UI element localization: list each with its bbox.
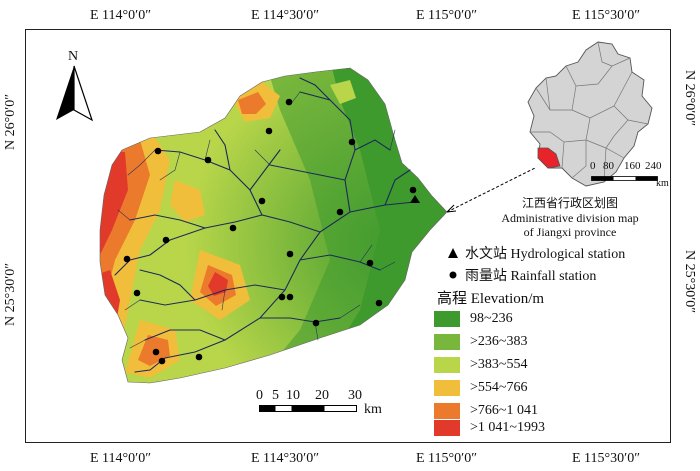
legend-hydro-station: 水文站 Hydrological station xyxy=(447,243,625,263)
inset-caption-en-2: of Jiangxi province xyxy=(523,225,617,239)
legend-class-label: >383~554 xyxy=(470,357,528,372)
legend-class-3: >383~554 xyxy=(434,357,527,373)
north-arrow-icon xyxy=(56,65,94,122)
legend-rain-label: 雨量站 Rainfall station xyxy=(465,269,597,284)
legend-class-label: >766~1 041 xyxy=(470,403,538,418)
inset-scale-unit: km xyxy=(656,178,669,189)
inset-caption-en-1: Administrative division map xyxy=(501,211,639,225)
legend-class-label: 98~236 xyxy=(470,311,513,326)
legend-swatch xyxy=(434,357,460,373)
legend-class-label: >1 041~1993 xyxy=(470,420,545,435)
legend-class-6: >1 041~1993 xyxy=(434,420,545,436)
jiangxi-inset-map xyxy=(527,41,653,187)
scale-tick-5: 5 xyxy=(272,388,279,403)
legend-class-label: >554~766 xyxy=(470,380,528,395)
top-lon-label-4: E 115°30′0″ xyxy=(572,8,641,23)
bottom-lon-label-4: E 115°30′0″ xyxy=(572,451,641,466)
legend-hydro-label: 水文站 Hydrological station xyxy=(465,247,626,262)
inset-scale-tick-240: 240 xyxy=(645,160,662,172)
legend-class-5: >766~1 041 xyxy=(434,403,538,419)
scale-tick-10: 10 xyxy=(286,388,300,403)
legend-swatch xyxy=(434,380,460,396)
top-lon-label-3: E 115°0′0″ xyxy=(416,8,478,23)
legend-title: 高程 Elevation/m xyxy=(437,291,545,307)
north-label: N xyxy=(68,49,79,64)
dot-icon xyxy=(449,271,457,279)
legend-swatch xyxy=(434,420,460,436)
legend-class-label: >236~383 xyxy=(470,334,528,349)
legend-swatch xyxy=(434,403,460,419)
scale-tick-0: 0 xyxy=(256,388,263,403)
scale-bar xyxy=(259,405,357,412)
scale-unit: km xyxy=(364,402,382,417)
inset-scale-tick-0: 0 xyxy=(590,160,596,172)
legend-class-1: 98~236 xyxy=(434,311,513,327)
legend-swatch xyxy=(434,311,460,327)
top-lon-label-2: E 114°30′0″ xyxy=(251,8,320,23)
legend-swatch xyxy=(434,334,460,350)
bottom-lon-label-1: E 114°0′0″ xyxy=(90,451,152,466)
inset-scale-tick-80: 80 xyxy=(603,160,614,172)
inset-scale-tick-160: 160 xyxy=(624,160,641,172)
inset-caption-cn: 江西省行政区划图 xyxy=(521,196,618,210)
triangle-icon xyxy=(448,248,458,258)
scale-tick-20: 20 xyxy=(315,388,329,403)
bottom-lon-label-2: E 114°30′0″ xyxy=(251,451,320,466)
legend-class-2: >236~383 xyxy=(434,334,527,350)
top-lon-label-1: E 114°0′0″ xyxy=(90,8,152,23)
bottom-lon-label-3: E 115°0′0″ xyxy=(416,451,478,466)
scale-tick-30: 30 xyxy=(348,388,362,403)
legend-class-4: >554~766 xyxy=(434,380,527,396)
inset-scale-bar xyxy=(591,176,658,181)
legend-rain-station: 雨量站 Rainfall station xyxy=(447,265,596,285)
